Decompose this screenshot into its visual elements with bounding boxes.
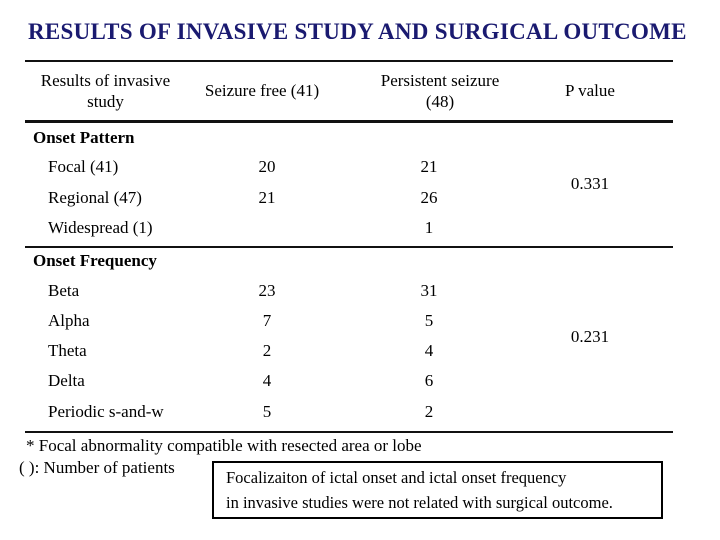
footnote-number-of-patients: ( ): Number of patients [19,458,175,477]
cell-persistent-seizure: 26 [420,188,438,207]
conclusion-line-2: in invasive studies were not related wit… [226,493,613,512]
cell-seizure-free: 21 [258,188,276,207]
cell-label: Beta [48,281,80,300]
cell-persistent-seizure: 31 [420,281,438,300]
table-row-beta: Beta 23 31 [0,281,720,301]
table-row-delta: Delta 4 6 [0,371,720,391]
conclusion-callout-box: Focalizaiton of ictal onset and ictal on… [212,461,663,519]
cell-seizure-free: 5 [262,402,272,421]
table-row-theta: Theta 2 4 [0,341,720,361]
cell-label: Widespread (1) [48,218,153,237]
cell-label: Alpha [48,311,90,330]
cell-persistent-seizure: 1 [424,218,434,237]
table-bottom-rule [25,431,673,433]
cell-seizure-free: 20 [258,157,276,176]
footnote-focal-abnormality: * Focal abnormality compatible with rese… [26,436,422,455]
cell-persistent-seizure: 5 [424,311,434,330]
section-header-onset-frequency: Onset Frequency [33,251,157,270]
page-title: RESULTS OF INVASIVE STUDY AND SURGICAL O… [28,19,687,44]
table-row-alpha: Alpha 7 5 [0,311,720,331]
col-header-seizure-free: Seizure free (41) [204,81,320,100]
conclusion-line-1: Focalizaiton of ictal onset and ictal on… [226,468,567,487]
cell-label: Periodic s-and-w [48,402,164,421]
table-row-regional: Regional (47) 21 26 [0,188,720,208]
table-row-periodic-s-and-w: Periodic s-and-w 5 2 [0,402,720,422]
cell-label: Regional (47) [48,188,142,207]
p-value-onset-pattern: 0.331 [570,174,610,193]
col-header-p-value: P value [565,81,615,100]
cell-persistent-seizure: 21 [420,157,438,176]
table-section-rule [25,246,673,248]
cell-seizure-free: 4 [262,371,272,390]
cell-seizure-free: 2 [262,341,272,360]
section-header-onset-pattern: Onset Pattern [33,128,135,147]
cell-label: Delta [48,371,85,390]
table-top-rule [25,60,673,62]
cell-label: Focal (41) [48,157,119,176]
col-header-invasive-study: Results of invasive study [40,70,171,111]
cell-persistent-seizure: 6 [424,371,434,390]
cell-persistent-seizure: 2 [424,402,434,421]
table-row-widespread: Widespread (1) 1 [0,218,720,238]
cell-persistent-seizure: 4 [424,341,434,360]
cell-seizure-free: 23 [258,281,276,300]
p-value-onset-frequency: 0.231 [570,327,610,346]
table-row-focal: Focal (41) 20 21 [0,157,720,177]
col-header-persistent-seizure: Persistent seizure (48) [380,70,500,111]
cell-label: Theta [48,341,87,360]
cell-seizure-free: 7 [262,311,272,330]
table-header-rule [25,120,673,123]
